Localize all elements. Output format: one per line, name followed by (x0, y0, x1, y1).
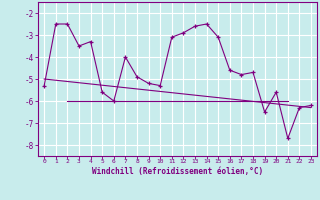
X-axis label: Windchill (Refroidissement éolien,°C): Windchill (Refroidissement éolien,°C) (92, 167, 263, 176)
